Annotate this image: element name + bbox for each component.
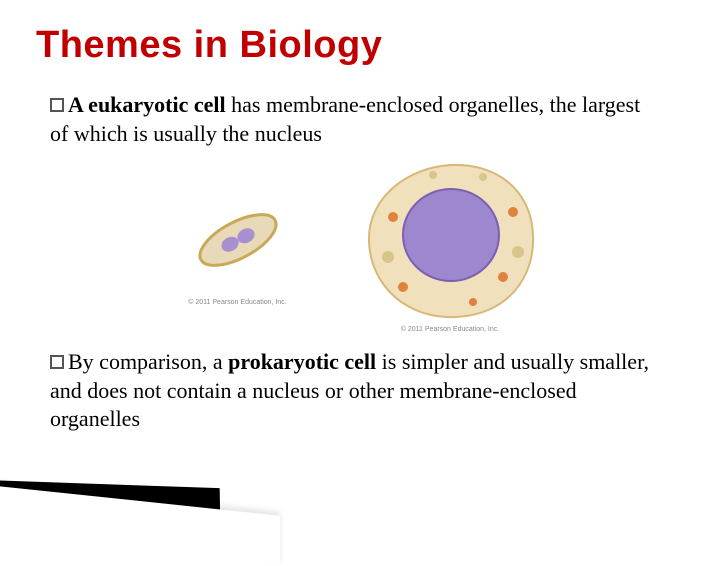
eukaryote-cell-icon bbox=[363, 157, 538, 322]
bullet-2-bold: prokaryotic cell bbox=[228, 349, 376, 374]
bullet-1: A eukaryotic cell has membrane-enclosed … bbox=[50, 91, 664, 148]
slide-title: Themes in Biology bbox=[36, 24, 684, 67]
prokaryote-cell-icon bbox=[183, 185, 293, 295]
bullet-2: By comparison, a prokaryotic cell is sim… bbox=[50, 348, 664, 434]
eukaryote-copyright: © 2011 Pearson Education, Inc. bbox=[401, 326, 499, 333]
bullet-marker-icon bbox=[50, 355, 64, 369]
slide-container: Themes in Biology A eukaryotic cell has … bbox=[0, 0, 720, 540]
cell-images-row: © 2011 Pearson Education, Inc. © 2011 Pe… bbox=[36, 160, 684, 330]
prokaryote-image-wrap: © 2011 Pearson Education, Inc. bbox=[183, 185, 293, 306]
bullet-marker-icon bbox=[50, 98, 64, 112]
bullet-1-bold: A eukaryotic cell bbox=[68, 92, 226, 117]
bullet-2-prefix: By comparison, a bbox=[68, 349, 228, 374]
prokaryote-copyright: © 2011 Pearson Education, Inc. bbox=[188, 299, 286, 306]
eukaryote-image-wrap: © 2011 Pearson Education, Inc. bbox=[363, 157, 538, 333]
